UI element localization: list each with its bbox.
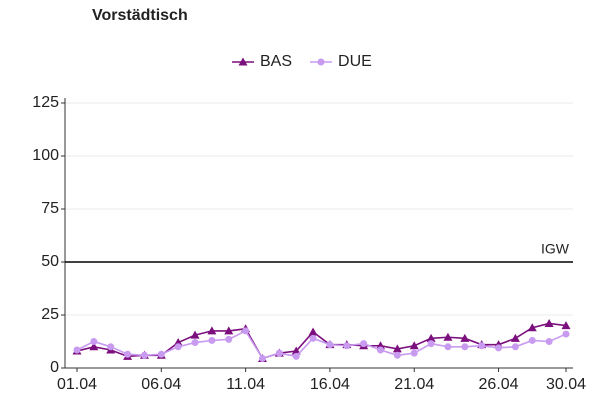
legend-label: BAS (260, 53, 292, 70)
marker (376, 341, 386, 350)
y-tick-label: 125 (32, 94, 59, 111)
reference-label: IGW (541, 241, 570, 257)
marker (308, 327, 318, 336)
marker (461, 343, 469, 351)
marker (544, 318, 554, 327)
marker (444, 343, 452, 351)
marker (90, 338, 98, 345)
x-tick-label: 26.04 (479, 376, 519, 393)
marker (190, 330, 200, 339)
chart-title: Vorstädtisch (92, 7, 188, 24)
marker (309, 334, 317, 342)
x-tick-label: 21.04 (394, 376, 434, 393)
y-tick-label: 100 (32, 147, 59, 164)
x-tick-label: 30.04 (546, 376, 586, 393)
marker (174, 343, 182, 351)
marker (107, 343, 115, 351)
marker (208, 336, 216, 344)
marker (562, 330, 570, 338)
marker (124, 350, 132, 358)
marker (511, 343, 519, 351)
marker (173, 338, 183, 347)
x-tick-label: 16.04 (310, 376, 350, 393)
marker (343, 342, 351, 350)
marker (242, 327, 250, 335)
marker (258, 354, 266, 362)
marker (561, 321, 571, 330)
marker (410, 349, 418, 357)
marker (545, 338, 553, 345)
marker (157, 350, 165, 358)
marker (73, 346, 81, 354)
y-tick-label: 50 (41, 253, 59, 270)
marker (317, 58, 325, 66)
y-tick-label: 0 (50, 359, 59, 376)
marker (409, 341, 419, 350)
marker (140, 351, 148, 359)
marker (275, 349, 283, 357)
marker (427, 340, 435, 348)
x-tick-label: 01.04 (57, 376, 97, 393)
marker (326, 341, 334, 349)
marker (527, 323, 537, 332)
marker (426, 333, 436, 342)
marker (191, 339, 199, 347)
marker (224, 326, 234, 335)
marker (510, 333, 520, 342)
marker (393, 351, 401, 359)
marker (460, 333, 470, 342)
marker (89, 342, 99, 351)
legend: BAS DUE (232, 53, 372, 70)
legend-label: DUE (338, 53, 372, 70)
marker (207, 326, 217, 335)
marker (377, 346, 385, 354)
marker (360, 340, 368, 348)
x-tick-label: 06.04 (141, 376, 181, 393)
marker (443, 332, 453, 341)
marker (495, 344, 503, 352)
marker (291, 346, 301, 355)
x-tick-label: 11.04 (226, 376, 265, 393)
marker (225, 335, 233, 343)
y-tick-label: 75 (41, 200, 59, 217)
marker (292, 352, 300, 360)
marker (478, 342, 486, 350)
y-tick-label: 25 (41, 306, 59, 323)
marker (392, 344, 402, 353)
marker (528, 336, 536, 344)
marker (238, 57, 248, 66)
